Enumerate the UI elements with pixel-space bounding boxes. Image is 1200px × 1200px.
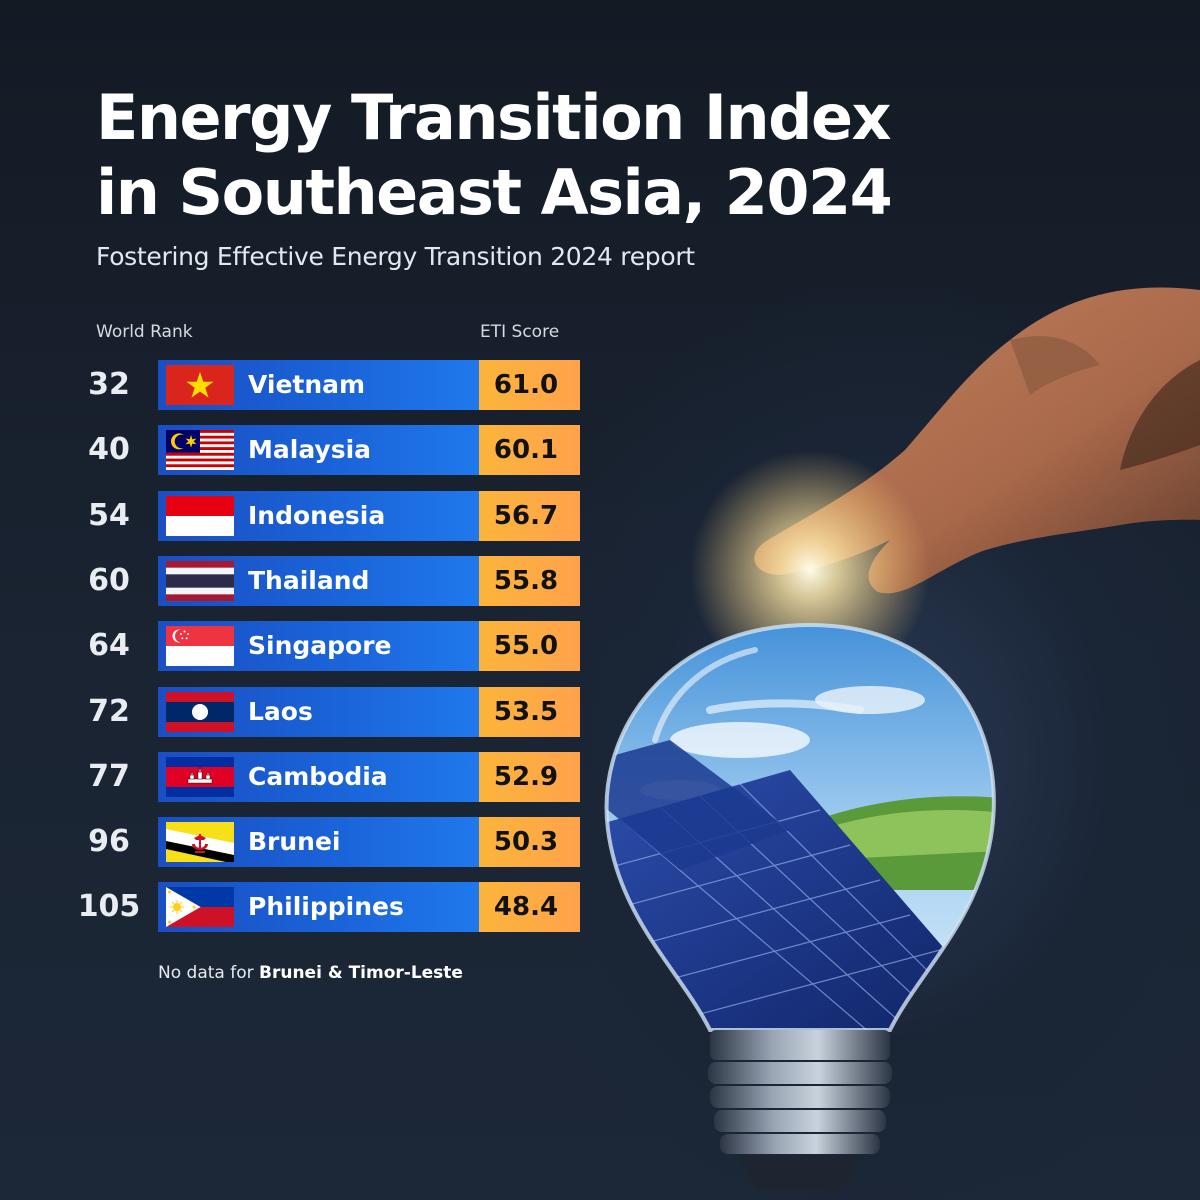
country-name: Brunei <box>248 827 341 857</box>
rank-label: 96 <box>88 824 130 860</box>
score-box <box>479 621 580 672</box>
score-value: 53.5 <box>493 696 559 727</box>
score-box <box>479 425 580 476</box>
footnote: No data for Brunei & Timor-Leste <box>158 963 463 983</box>
score-value: 52.9 <box>493 761 559 792</box>
flag-laos-icon <box>166 691 234 732</box>
flag-vietnam-icon <box>166 365 234 405</box>
score-value: 56.7 <box>493 500 559 531</box>
table-row: 32 Vietnam 61.0 <box>0 360 600 410</box>
footnote-emphasis: Brunei & Timor-Leste <box>259 963 463 983</box>
table-row: 54 Indonesia 56.7 <box>0 490 600 541</box>
score-value: 60.1 <box>493 435 559 466</box>
country-name: Singapore <box>248 631 392 661</box>
table-row: 60 Thailand 55.8 <box>0 555 600 606</box>
score-box <box>479 882 580 933</box>
title-line-2: in Southeast Asia, 2024 <box>96 156 893 229</box>
flag-thailand-icon <box>166 560 234 601</box>
score-box <box>479 686 580 737</box>
table-row: 96 Brunei 50.3 <box>0 817 600 868</box>
flag-indonesia-icon <box>166 495 234 536</box>
flag-cambodia-icon <box>166 756 234 797</box>
country-name: Thailand <box>248 565 370 595</box>
rank-label: 64 <box>88 628 130 664</box>
flag-brunei-icon <box>166 822 234 863</box>
rank-label: 60 <box>88 562 130 598</box>
table-row: 64 Singapore 55.0 <box>0 621 600 672</box>
rank-label: 77 <box>88 758 130 794</box>
lightbulb-illustration <box>604 287 1200 1190</box>
country-name: Malaysia <box>248 435 372 465</box>
score-box <box>479 490 580 541</box>
footnote-prefix: No data for <box>158 963 259 983</box>
score-box <box>479 555 580 606</box>
rank-label: 72 <box>88 693 130 729</box>
flag-singapore-icon <box>166 626 234 667</box>
score-value: 50.3 <box>493 827 559 858</box>
subtitle: Fostering Effective Energy Transition 20… <box>96 242 695 271</box>
country-name: Philippines <box>248 892 404 922</box>
score-box <box>479 751 580 802</box>
flag-malaysia-icon <box>166 430 234 471</box>
page-title: Energy Transition Index in Southeast Asi… <box>96 80 893 230</box>
rank-label: 32 <box>88 367 130 402</box>
country-name: Indonesia <box>248 500 386 530</box>
table-row: 72 Laos 53.5 <box>0 686 600 737</box>
rank-label: 54 <box>88 497 130 533</box>
score-value: 55.8 <box>493 565 559 596</box>
flag-philippines-icon <box>166 887 234 928</box>
score-box <box>479 817 580 868</box>
table-row: 105 Philippines 48.4 <box>0 882 600 933</box>
column-header-rank: World Rank <box>96 322 193 342</box>
score-value: 61.0 <box>493 370 559 400</box>
title-line-1: Energy Transition Index <box>96 81 892 154</box>
score-value: 48.4 <box>493 892 559 923</box>
score-value: 55.0 <box>493 631 559 662</box>
column-header-score: ETI Score <box>480 322 560 342</box>
rank-label: 105 <box>77 889 141 925</box>
country-name: Laos <box>248 696 313 726</box>
table-row: 40 Malaysia 60.1 <box>0 425 600 476</box>
country-name: Vietnam <box>248 370 366 399</box>
country-name: Cambodia <box>248 761 388 791</box>
rank-label: 40 <box>88 432 130 468</box>
table-row: 77 Cambodia 52.9 <box>0 751 600 802</box>
score-box <box>479 360 580 410</box>
